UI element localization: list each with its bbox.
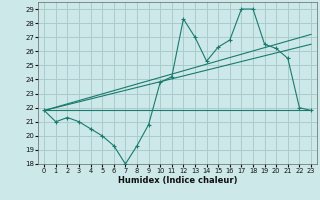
X-axis label: Humidex (Indice chaleur): Humidex (Indice chaleur) xyxy=(118,176,237,185)
